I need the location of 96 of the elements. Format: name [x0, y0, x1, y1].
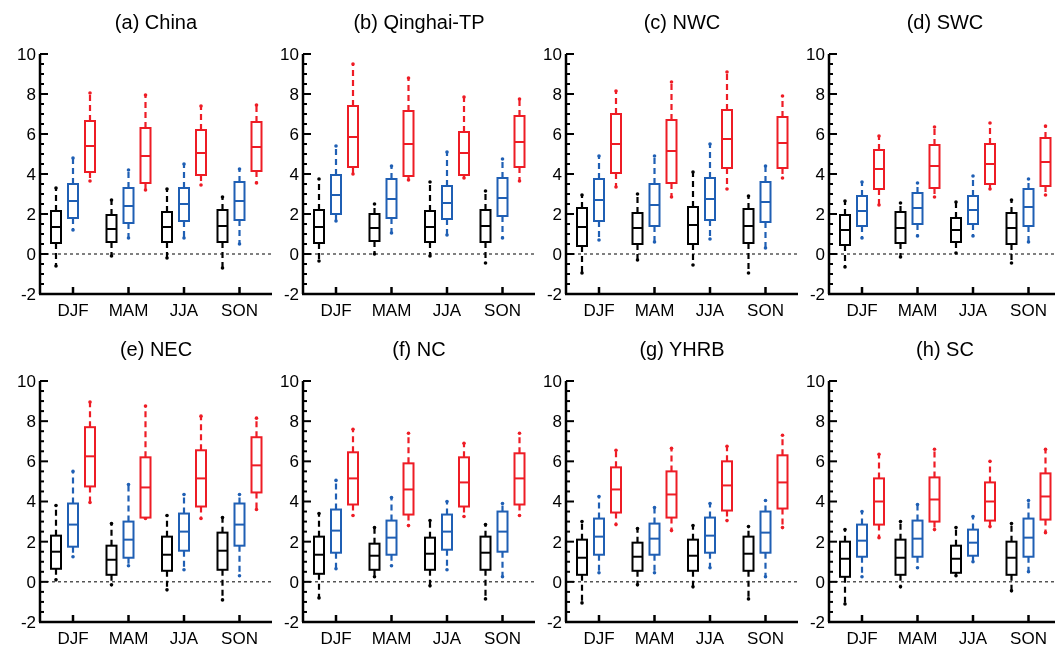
chart-title: (e) NEC: [119, 338, 193, 360]
y-tick-label: 10: [17, 371, 36, 391]
y-tick-label: 4: [552, 492, 562, 512]
y-tick-label: 8: [552, 84, 562, 104]
y-tick-label: 10: [806, 44, 825, 64]
y-tick-label: 6: [289, 124, 299, 144]
x-tick-label: DJF: [320, 301, 352, 320]
y-tick-label: 8: [552, 412, 562, 432]
chart-title: (f) NC: [392, 338, 446, 360]
x-tick-label: DJF: [320, 629, 352, 648]
y-tick-label: 2: [289, 204, 299, 224]
y-tick-label: 2: [552, 204, 562, 224]
x-tick-label: MAM: [897, 301, 938, 320]
x-tick-label: MAM: [634, 301, 675, 320]
x-tick-label: DJF: [846, 301, 878, 320]
y-tick-label: 8: [815, 412, 825, 432]
x-tick-label: MAM: [371, 629, 412, 648]
x-tick-label: MAM: [634, 629, 675, 648]
x-tick-label: SON: [747, 301, 784, 320]
x-tick-label: DJF: [57, 629, 89, 648]
x-tick-label: SON: [221, 301, 258, 320]
x-tick-label: JJA: [695, 629, 725, 648]
y-tick-label: 2: [815, 204, 825, 224]
y-tick-label: 10: [543, 44, 562, 64]
y-tick-label: -2: [809, 612, 825, 632]
x-tick-label: SON: [747, 629, 784, 648]
y-tick-label: 0: [552, 572, 562, 592]
y-tick-label: -2: [20, 612, 36, 632]
y-tick-label: 4: [815, 164, 825, 184]
y-tick-label: -2: [283, 284, 299, 304]
x-tick-label: JJA: [432, 301, 462, 320]
chart-title: (b) Qinghai-TP: [353, 11, 485, 33]
y-tick-label: 0: [815, 572, 825, 592]
y-tick-label: 0: [26, 244, 36, 264]
y-tick-label: 10: [17, 44, 36, 64]
y-tick-label: 0: [26, 572, 36, 592]
chart-title: (c) NWC: [643, 11, 721, 33]
chart-title: (d) SWC: [906, 11, 984, 33]
chart-title: (g) YHRB: [639, 338, 725, 360]
x-tick-label: SON: [1010, 629, 1047, 648]
x-tick-label: MAM: [108, 301, 149, 320]
y-tick-label: 4: [815, 492, 825, 512]
y-tick-label: -2: [809, 284, 825, 304]
y-tick-label: 8: [289, 84, 299, 104]
y-tick-label: 2: [815, 532, 825, 552]
y-tick-label: 6: [552, 124, 562, 144]
y-tick-label: 6: [815, 452, 825, 472]
y-tick-label: 6: [552, 452, 562, 472]
x-tick-label: JJA: [958, 301, 988, 320]
chart-title: (a) China: [114, 11, 198, 33]
y-tick-label: 4: [26, 492, 36, 512]
x-tick-label: MAM: [108, 629, 149, 648]
chart-title: (h) SC: [916, 338, 974, 360]
y-tick-label: 0: [289, 244, 299, 264]
y-tick-label: -2: [546, 612, 562, 632]
y-tick-label: 6: [289, 452, 299, 472]
x-tick-label: JJA: [169, 301, 199, 320]
y-tick-label: 4: [289, 164, 299, 184]
y-tick-label: -2: [546, 284, 562, 304]
x-tick-label: JJA: [432, 629, 462, 648]
y-tick-label: 8: [289, 412, 299, 432]
y-tick-label: 4: [26, 164, 36, 184]
y-tick-label: 4: [289, 492, 299, 512]
x-tick-label: DJF: [846, 629, 878, 648]
x-tick-label: SON: [221, 629, 258, 648]
x-tick-label: JJA: [958, 629, 988, 648]
y-tick-label: 10: [806, 371, 825, 391]
x-tick-label: SON: [484, 301, 521, 320]
y-tick-label: 6: [26, 452, 36, 472]
y-tick-label: 10: [543, 371, 562, 391]
y-tick-label: 10: [280, 44, 299, 64]
y-tick-label: 2: [552, 532, 562, 552]
y-tick-label: 8: [815, 84, 825, 104]
x-tick-label: JJA: [695, 301, 725, 320]
y-tick-label: 8: [26, 412, 36, 432]
y-tick-label: 0: [552, 244, 562, 264]
x-tick-label: MAM: [371, 301, 412, 320]
x-tick-label: DJF: [583, 301, 615, 320]
x-tick-label: SON: [484, 629, 521, 648]
y-tick-label: 0: [815, 244, 825, 264]
x-tick-label: DJF: [583, 629, 615, 648]
y-tick-label: -2: [20, 284, 36, 304]
y-tick-label: 10: [280, 371, 299, 391]
y-tick-label: 8: [26, 84, 36, 104]
y-tick-label: 2: [26, 204, 36, 224]
y-tick-label: 2: [26, 532, 36, 552]
y-tick-label: 0: [289, 572, 299, 592]
y-tick-label: -2: [283, 612, 299, 632]
x-tick-label: SON: [1010, 301, 1047, 320]
x-tick-label: MAM: [897, 629, 938, 648]
y-tick-label: 4: [552, 164, 562, 184]
y-tick-label: 2: [289, 532, 299, 552]
x-tick-label: JJA: [169, 629, 199, 648]
y-tick-label: 6: [26, 124, 36, 144]
x-tick-label: DJF: [57, 301, 89, 320]
y-tick-label: 6: [815, 124, 825, 144]
